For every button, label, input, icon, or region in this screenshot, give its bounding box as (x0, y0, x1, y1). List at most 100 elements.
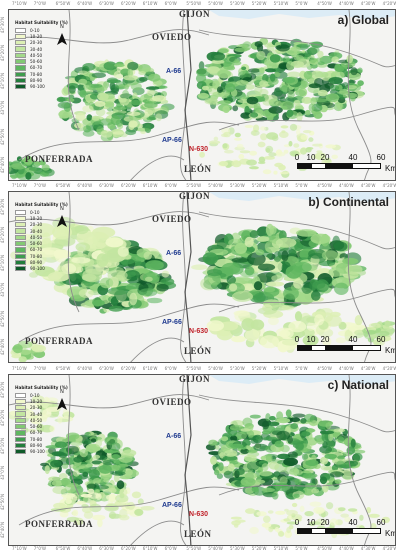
suitability-patch (122, 449, 137, 457)
suitability-patch (331, 56, 340, 63)
city-label-oviedo: OVIEDO (152, 397, 192, 407)
latitude-ticks: 43°30'N 43°20'N 43°10'N 43°0'N 42°50'N 42°40'… (0, 374, 8, 546)
legend-entry: 90-100 (15, 84, 68, 90)
suitability-patch (275, 149, 283, 156)
suitability-patch (304, 49, 312, 57)
suitability-patch (238, 70, 252, 79)
suitability-patch (222, 455, 238, 461)
suitability-patch (256, 236, 270, 242)
suitability-patch (314, 71, 329, 78)
suitability-patch (240, 112, 252, 119)
legend-swatch (15, 442, 26, 449)
suitability-patch (66, 516, 80, 522)
latitude-tick-label: 42°40'N (0, 339, 5, 356)
suitability-patch (129, 292, 138, 306)
legend-label: 0-10 (30, 209, 40, 215)
suitability-patch (314, 314, 325, 326)
suitability-patch (217, 100, 232, 105)
suitability-patch (54, 441, 68, 448)
suitability-patch (317, 268, 331, 274)
suitability-patch (191, 264, 208, 270)
suitability-patch (244, 266, 255, 276)
suitability-patch (288, 140, 293, 147)
legend-swatch (15, 405, 26, 411)
suitability-patch (94, 100, 106, 107)
longitude-tick-label: 5°0'W (295, 546, 308, 551)
road-label-ap66: AP-66 (162, 137, 182, 144)
suitability-patch (305, 428, 316, 433)
suitability-patch (68, 85, 76, 94)
suitability-patch (321, 250, 339, 261)
suitability-patch (108, 511, 117, 519)
suitability-patch (290, 151, 299, 156)
suitability-patch (269, 54, 281, 63)
suitability-patch (213, 136, 219, 141)
suitability-patch (265, 68, 276, 73)
suitability-patch (250, 130, 260, 136)
suitability-patch (229, 424, 244, 431)
suitability-patch (91, 460, 103, 465)
suitability-patch (341, 82, 349, 89)
legend-entry: 30-40 (15, 411, 68, 417)
legend-entry: 90-100 (15, 266, 68, 272)
longitude-tick-label: 4°50'W (317, 546, 332, 551)
suitability-patch (256, 511, 267, 517)
legend-swatch (15, 71, 26, 77)
suitability-patch (95, 484, 109, 490)
suitability-patch (78, 288, 94, 298)
suitability-patch (146, 89, 155, 96)
suitability-patch (52, 225, 73, 240)
suitability-patch (51, 480, 63, 487)
boundary-line (67, 375, 80, 496)
suitability-patch (337, 436, 345, 443)
suitability-patch (125, 129, 137, 136)
suitability-patch (95, 439, 103, 448)
legend-label: 10-20 (30, 33, 43, 39)
suitability-patch (93, 477, 101, 484)
longitude-tick-label: 5°20'W (251, 546, 267, 551)
suitability-patch (322, 484, 329, 493)
suitability-patch (303, 70, 313, 80)
suitability-patch (335, 337, 347, 344)
suitability-patch (86, 483, 97, 489)
boundary-line (67, 192, 80, 313)
suitability-patch (212, 80, 220, 90)
suitability-patch (271, 491, 279, 500)
suitability-patch (222, 143, 228, 149)
suitability-patch (66, 432, 80, 440)
suitability-patch (266, 43, 275, 52)
suitability-patch (98, 464, 112, 474)
suitability-patch (273, 88, 283, 97)
suitability-patch (137, 498, 144, 505)
suitability-patch (276, 44, 290, 52)
suitability-patch (138, 71, 146, 75)
suitability-patch (296, 43, 311, 48)
suitability-patch (301, 453, 309, 461)
scale-label: 60 (376, 335, 386, 344)
suitability-patch (226, 94, 237, 103)
suitability-patch (214, 469, 220, 476)
suitability-patch (230, 435, 238, 442)
suitability-patch (23, 155, 34, 165)
longitude-tick-label: 7°10'W (12, 1, 27, 6)
suitability-patch (126, 111, 141, 117)
scale-unit: Km (385, 529, 396, 538)
boundary-line (180, 375, 187, 545)
suitability-patch (296, 229, 317, 237)
legend-entry: 60-70 (15, 430, 68, 436)
suitability-patch (231, 335, 246, 343)
suitability-patch (268, 106, 283, 114)
suitability-patch (249, 150, 257, 156)
longitude-tick-label: 5°50'W (186, 1, 202, 6)
suitability-patch (152, 95, 167, 102)
longitude-tick-label: 6°50'W (55, 546, 71, 551)
road-label-a66-upper: A-66 (166, 68, 182, 75)
legend-label: 0-10 (30, 27, 40, 33)
legend-entry: 50-60 (15, 240, 68, 247)
longitude-tick-label: 6°10'W (142, 366, 158, 371)
suitability-patch (88, 83, 103, 88)
legend-entry: 30-40 (15, 228, 68, 234)
suitability-patch (292, 413, 306, 418)
scale-label: 0 (294, 153, 300, 162)
boundary-line (9, 29, 210, 44)
